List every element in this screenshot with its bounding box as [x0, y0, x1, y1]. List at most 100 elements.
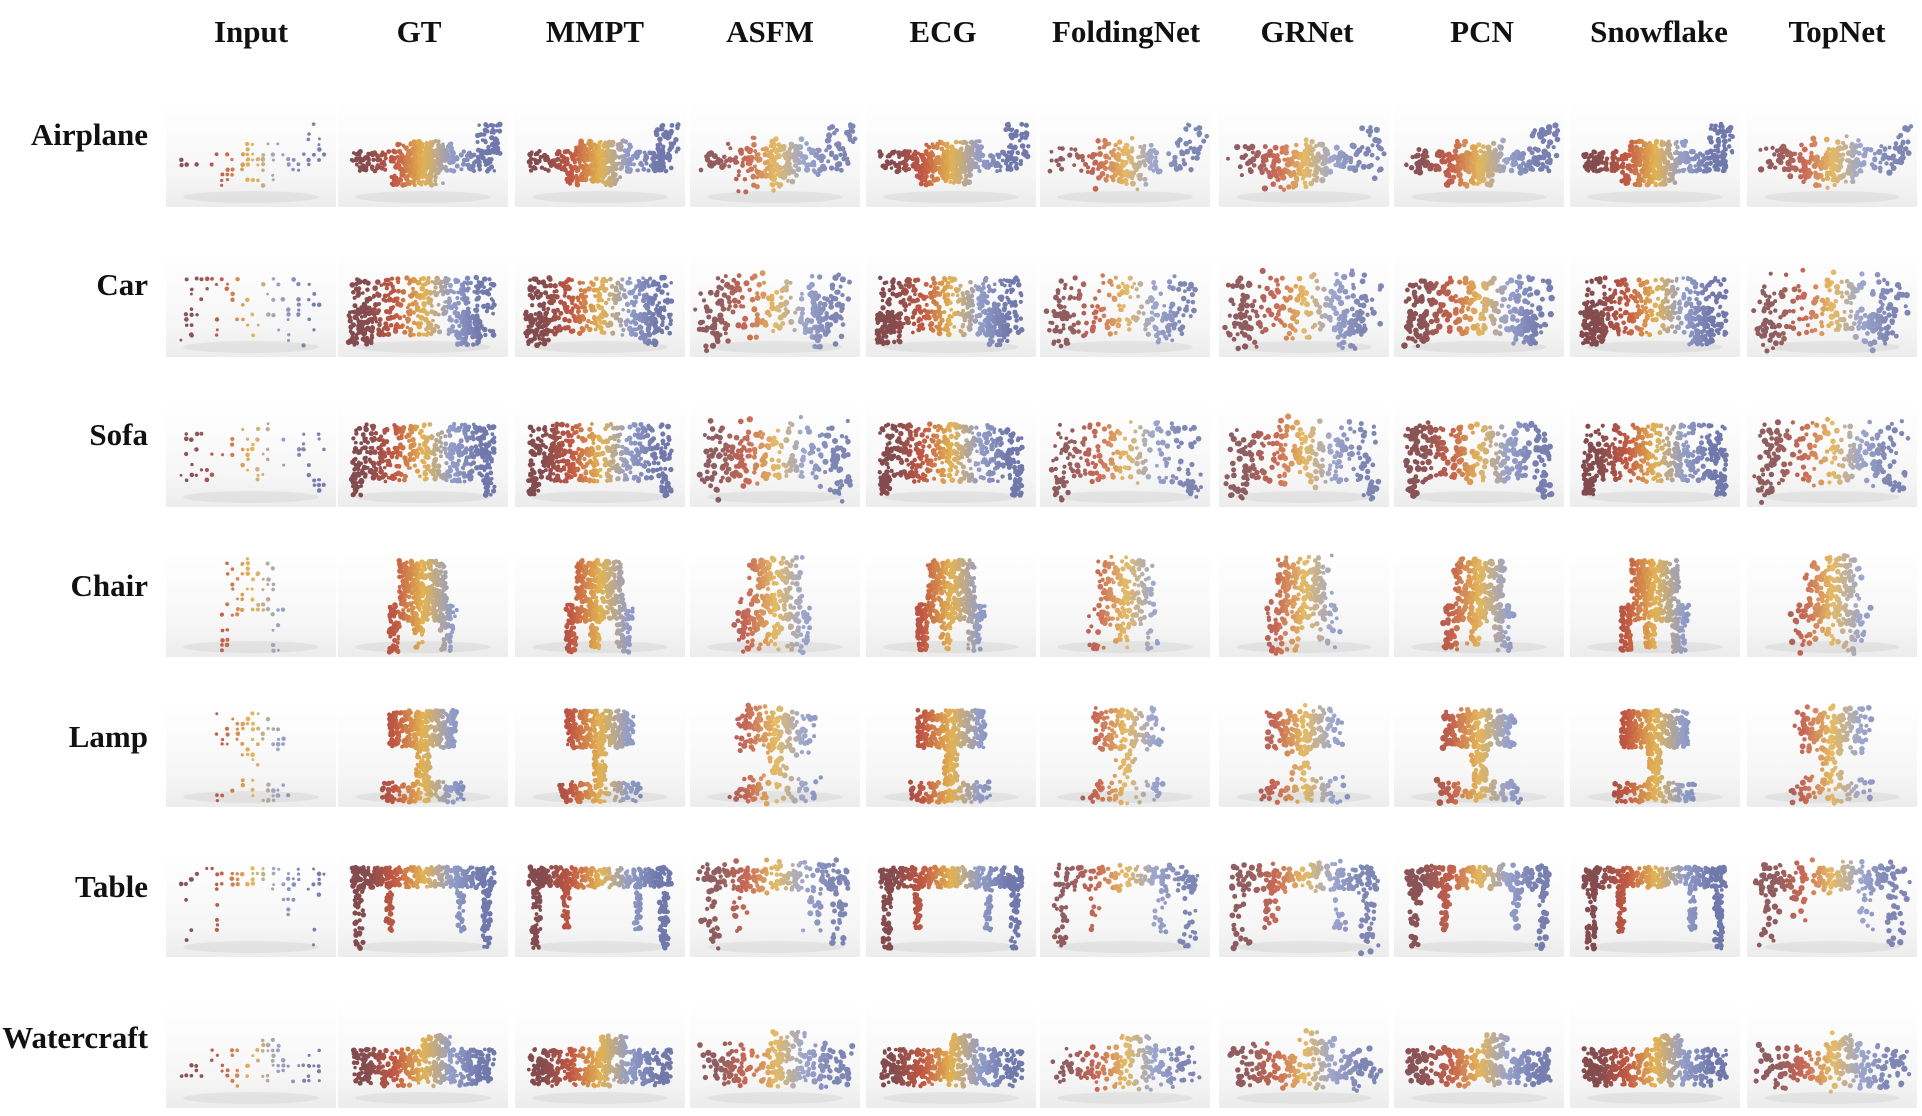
result-watercraft-foldingnet — [1040, 1003, 1210, 1108]
result-lamp-asfm — [690, 702, 860, 807]
point-cloud-watercraft-gt — [350, 1032, 497, 1104]
ground-shadow — [1764, 1092, 1900, 1104]
points — [526, 421, 674, 499]
ground-shadow — [1236, 1092, 1372, 1104]
point-cloud-airplane-ecg — [877, 121, 1031, 203]
result-sofa-ecg — [866, 402, 1036, 507]
point-cloud-lamp-foldingnet — [1057, 705, 1193, 806]
point-cloud-table-foldingnet — [1051, 862, 1200, 953]
result-car-snowflake — [1570, 252, 1740, 357]
ground-shadow — [532, 191, 668, 203]
ground-shadow — [707, 341, 843, 353]
column-header-asfm: ASFM — [680, 10, 860, 54]
point-cloud-airplane-grnet — [1226, 125, 1387, 203]
points — [1050, 1033, 1202, 1092]
result-airplane-topnet — [1747, 102, 1917, 207]
result-lamp-snowflake — [1570, 702, 1740, 807]
point-cloud-lamp-ecg — [883, 707, 1019, 805]
result-chair-input — [166, 552, 336, 657]
points — [179, 122, 327, 188]
result-watercraft-grnet — [1219, 1003, 1389, 1108]
points — [1048, 420, 1203, 503]
result-airplane-pcn — [1394, 102, 1564, 207]
point-cloud-watercraft-foldingnet — [1050, 1033, 1202, 1104]
row-label-watercraft: Watercraft — [0, 1016, 148, 1060]
row-label-table: Table — [0, 865, 148, 909]
column-header-gt: GT — [329, 10, 509, 54]
points — [386, 557, 459, 655]
point-cloud-car-mmpt — [523, 274, 675, 353]
row-label-sofa: Sofa — [0, 413, 148, 457]
result-car-ecg — [866, 252, 1036, 357]
result-watercraft-pcn — [1394, 1003, 1564, 1108]
points — [879, 1032, 1025, 1089]
points — [219, 557, 286, 653]
result-table-pcn — [1394, 852, 1564, 957]
point-cloud-airplane-topnet — [1757, 124, 1914, 203]
points — [1580, 421, 1729, 497]
point-cloud-lamp-asfm — [707, 702, 843, 807]
result-chair-snowflake — [1570, 552, 1740, 657]
points — [877, 864, 1025, 951]
point-cloud-sofa-asfm — [696, 414, 853, 504]
points — [179, 422, 326, 493]
points — [1787, 553, 1874, 657]
points — [1403, 420, 1555, 500]
point-cloud-airplane-foldingnet — [1047, 122, 1210, 203]
point-cloud-car-snowflake — [1578, 275, 1729, 353]
points — [526, 1033, 674, 1089]
ground-shadow — [183, 941, 319, 953]
ground-shadow — [355, 1092, 491, 1104]
column-header-mmpt: MMPT — [505, 10, 685, 54]
ground-shadow — [1411, 191, 1547, 203]
point-cloud-table-snowflake — [1581, 864, 1729, 953]
points — [908, 707, 992, 805]
points — [697, 1029, 856, 1090]
points — [693, 270, 852, 354]
result-sofa-mmpt — [515, 402, 685, 507]
ground-shadow — [183, 1092, 319, 1104]
points — [380, 707, 466, 805]
point-cloud-chair-asfm — [707, 554, 843, 656]
points — [1752, 857, 1912, 948]
points — [696, 414, 853, 504]
points — [1222, 267, 1385, 352]
point-cloud-chair-topnet — [1764, 553, 1900, 657]
point-cloud-car-pcn — [1401, 274, 1555, 353]
points — [1229, 858, 1381, 957]
result-lamp-gt — [338, 702, 508, 807]
points — [179, 276, 322, 348]
result-table-asfm — [690, 852, 860, 957]
points — [1264, 553, 1343, 656]
point-cloud-sofa-ecg — [877, 421, 1025, 503]
ground-shadow — [532, 491, 668, 503]
ground-shadow — [355, 341, 491, 353]
point-cloud-table-mmpt — [526, 864, 674, 953]
point-cloud-sofa-input — [179, 422, 326, 503]
result-sofa-topnet — [1747, 402, 1917, 507]
points — [1611, 707, 1698, 805]
points — [1581, 121, 1735, 188]
point-cloud-chair-ecg — [883, 557, 1019, 653]
result-chair-gt — [338, 552, 508, 657]
result-watercraft-gt — [338, 1003, 508, 1108]
result-lamp-mmpt — [515, 702, 685, 807]
result-airplane-foldingnet — [1040, 102, 1210, 207]
ground-shadow — [707, 191, 843, 203]
result-table-grnet — [1219, 852, 1389, 957]
result-sofa-snowflake — [1570, 402, 1740, 507]
ground-shadow — [1236, 941, 1372, 953]
points — [1788, 703, 1876, 806]
points — [1751, 267, 1911, 354]
result-sofa-grnet — [1219, 402, 1389, 507]
row-label-car: Car — [0, 263, 148, 307]
ground-shadow — [1411, 1092, 1547, 1104]
result-sofa-gt — [338, 402, 508, 507]
ground-shadow — [1764, 341, 1900, 353]
ground-shadow — [883, 1092, 1019, 1104]
points — [877, 121, 1031, 188]
result-car-foldingnet — [1040, 252, 1210, 357]
point-cloud-airplane-snowflake — [1581, 121, 1735, 203]
point-cloud-car-gt — [345, 274, 497, 353]
points — [1753, 1030, 1912, 1094]
